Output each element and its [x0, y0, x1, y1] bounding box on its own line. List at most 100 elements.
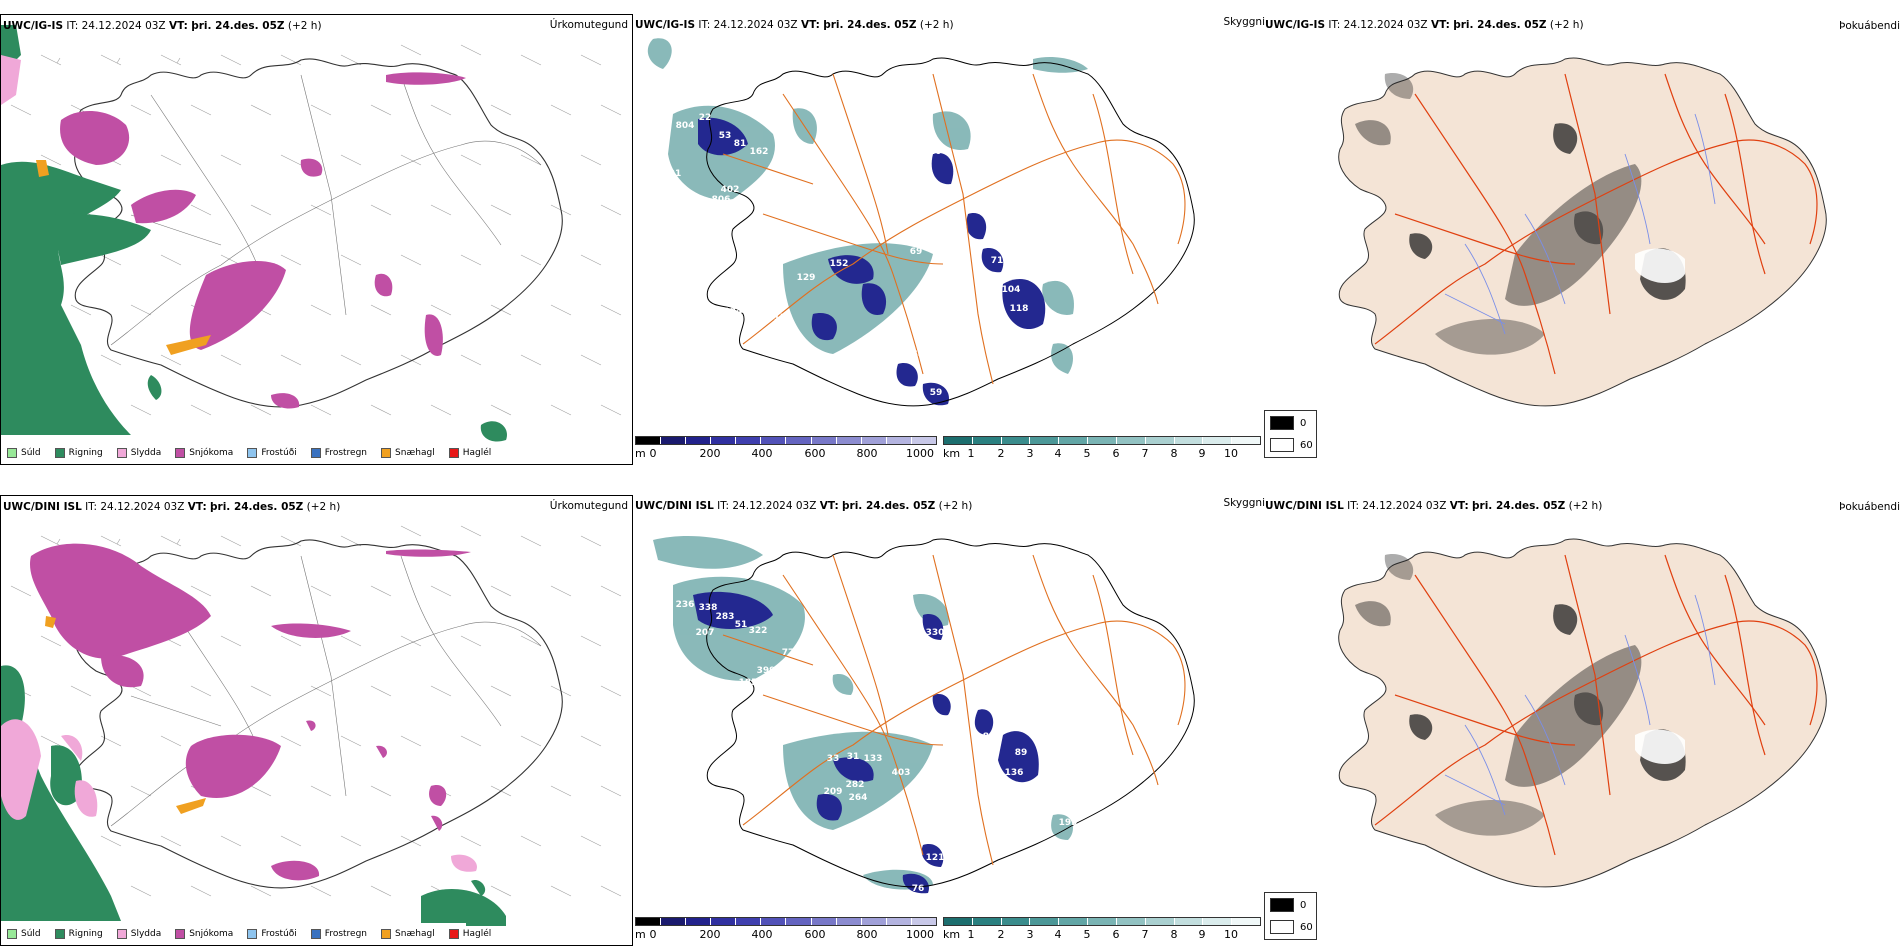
precip-panel-row1: UWC/IG-IS IT: 24.12.2024 03Z VT: þri. 24…: [0, 14, 633, 465]
height-colorbar-swatches: [635, 917, 937, 926]
colorbar-tick: 1: [967, 928, 975, 941]
cloud-value: 134: [724, 307, 743, 317]
model-header: UWC/DINI ISL IT: 24.12.2024 03Z VT: þri.…: [3, 501, 341, 513]
cloud-value: 133: [864, 754, 883, 764]
cloud-value: 76: [912, 884, 925, 894]
cover-legend-label: 60: [1300, 439, 1313, 451]
cloud-value: 85: [657, 265, 670, 275]
height-unit: m: [635, 447, 646, 460]
cloud-value: 71: [991, 256, 1004, 266]
legend-item: Snjókoma: [175, 448, 233, 458]
cloud-value: 81: [1058, 334, 1071, 344]
cloud-value: 264: [849, 793, 868, 803]
cloud-value: 203: [694, 199, 713, 209]
colorbar-tick: 10: [1224, 447, 1238, 460]
cloud-value: 69: [910, 247, 923, 257]
colorbar-tick: 0: [649, 447, 657, 460]
cloud-value: 82: [1013, 269, 1026, 279]
colorbar-tick: 1000: [906, 928, 934, 941]
legend-item: Slydda: [116, 448, 161, 458]
cloud-value: 89: [1015, 748, 1028, 758]
cloud-value: 54: [912, 350, 925, 360]
cloud-value: 403: [892, 768, 911, 778]
fog-panel-row2: UWC/DINI ISL IT: 24.12.2024 03Z VT: þri.…: [1265, 495, 1900, 946]
model-header: UWC/IG-IS IT: 24.12.2024 03Z VT: þri. 24…: [1265, 19, 1584, 31]
cloud-value: 248: [762, 297, 781, 307]
legend-item: Frostregn: [310, 448, 367, 458]
cloud-value: 99: [669, 647, 682, 657]
cloud-base-areas: [647, 38, 1088, 374]
colorbar-tick: 8: [1170, 928, 1178, 941]
cloud-value: 236: [676, 600, 695, 610]
colorbar-tick: 400: [751, 928, 773, 941]
colorbar-tick: 2: [997, 447, 1005, 460]
cloud-value: 22: [699, 113, 712, 123]
snow-areas: [30, 543, 471, 881]
legend-item: Rigning: [54, 448, 103, 458]
km-colorbar: km 1 2 3 4 5 6 7 8 9 10: [943, 436, 1261, 464]
cloud-value: 31: [847, 752, 860, 762]
cloud-value: 121: [926, 853, 945, 863]
colorbar-tick: 4: [1054, 447, 1062, 460]
colorbar-tick: 4: [1054, 928, 1062, 941]
cover-legend-label: 60: [1300, 921, 1313, 933]
cloud-value: 199: [1059, 818, 1078, 828]
legend-item: Haglél: [448, 929, 491, 939]
cloud-value: 73: [934, 888, 947, 898]
cloud-value: 804: [676, 121, 695, 131]
cloud-top-areas: [698, 117, 1046, 406]
legend-item: Súld: [7, 929, 41, 939]
colorbar-tick: 200: [699, 928, 721, 941]
colorbar-tick: 10: [1224, 928, 1238, 941]
colorbar-tick: 9: [1198, 928, 1206, 941]
model-header: UWC/DINI ISL IT: 24.12.2024 03Z VT: þri.…: [635, 500, 973, 512]
colorbar-tick: 600: [804, 928, 826, 941]
cover-legend-row1: 0 60: [1264, 410, 1317, 458]
km-colorbar-swatches: [943, 917, 1261, 926]
cloud-value: 338: [699, 603, 718, 613]
cloud-value-labels: 236 338 283 51 207 322 77 99 399 185 215…: [669, 600, 1078, 898]
rain-areas: [1, 665, 506, 926]
legend-item: Snæhagl: [381, 448, 435, 458]
cloud-map: 804 22 53 81 162 21 402 203 806 77 69 17…: [647, 38, 1195, 407]
panel-title: Úrkomutegund: [549, 500, 628, 512]
cloud-value: 63: [933, 350, 946, 360]
colorbar-tick: 7: [1141, 928, 1149, 941]
colorbar-tick: 600: [804, 447, 826, 460]
legend-item: Súld: [7, 448, 41, 458]
cloud-value: 17: [665, 247, 678, 257]
cover-legend-label: 0: [1300, 899, 1307, 911]
height-colorbar: m 0 200 400 600 800 1000: [635, 917, 937, 945]
cloud-value: 163: [924, 352, 943, 362]
snow-areas: [60, 72, 466, 409]
panel-title: Þokuábendi: [1839, 501, 1900, 513]
cover-legend-label: 0: [1300, 417, 1307, 429]
colorbar-tick: 5: [1083, 447, 1091, 460]
cloud-value: 209: [824, 787, 843, 797]
cloud-value: 207: [696, 628, 715, 638]
legend-item: Haglél: [448, 448, 491, 458]
colorbar-tick: 400: [751, 447, 773, 460]
cloud-value: 23: [743, 325, 756, 335]
cover-legend-row2: 0 60: [1264, 892, 1317, 940]
colorbar-tick: 200: [699, 447, 721, 460]
precip-map: [1, 25, 622, 442]
model-header: UWC/IG-IS IT: 24.12.2024 03Z VT: þri. 24…: [635, 19, 954, 31]
cloud-value: 322: [749, 626, 768, 636]
panel-title: Þokuábendi: [1839, 20, 1900, 32]
km-unit: km: [943, 928, 961, 941]
fog-map: [1338, 57, 1827, 407]
cloud-value: 43: [923, 185, 936, 195]
cloud-value: 81: [708, 345, 721, 355]
cloud-value: 402: [721, 185, 740, 195]
height-unit: m: [635, 928, 646, 941]
panel-title: Skyggni: [1223, 497, 1266, 509]
precip-map: [1, 525, 622, 926]
height-colorbar: m 0 200 400 600 800 1000: [635, 436, 937, 464]
colorbar-tick: 5: [1083, 928, 1091, 941]
cloud-value: 38: [910, 850, 923, 860]
panel-title: Úrkomutegund: [549, 19, 628, 31]
legend-item: Rigning: [54, 929, 103, 939]
cloud-value: 129: [797, 273, 816, 283]
colorbar-tick: 6: [1112, 928, 1120, 941]
